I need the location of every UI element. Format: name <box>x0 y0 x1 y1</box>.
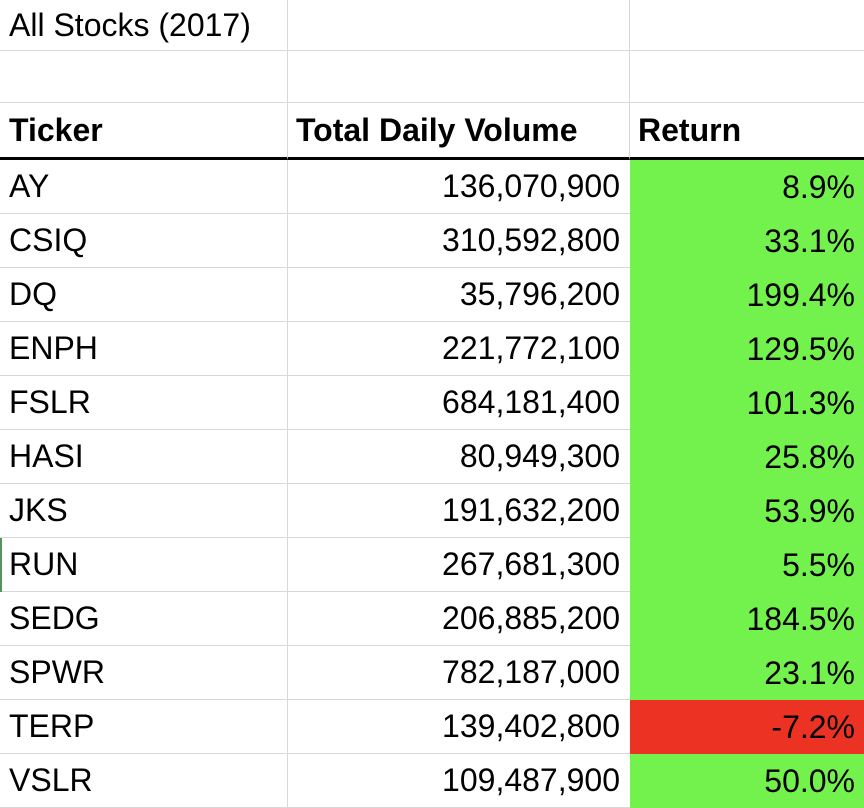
empty-cell[interactable] <box>630 0 864 51</box>
header-return[interactable]: Return <box>630 103 864 160</box>
return-cell[interactable]: 129.5% <box>630 322 864 376</box>
volume-cell[interactable]: 191,632,200 <box>288 484 630 538</box>
table-row: SPWR 782,187,000 23.1% <box>0 646 864 700</box>
table-row: VSLR 109,487,900 50.0% <box>0 754 864 808</box>
return-cell[interactable]: 8.9% <box>630 160 864 214</box>
table-row: TERP 139,402,800 -7.2% <box>0 700 864 754</box>
ticker-cell[interactable]: RUN <box>0 538 288 592</box>
ticker-cell[interactable]: AY <box>0 160 288 214</box>
table-row: AY 136,070,900 8.9% <box>0 160 864 214</box>
table-row: SEDG 206,885,200 184.5% <box>0 592 864 646</box>
header-volume[interactable]: Total Daily Volume <box>288 103 630 160</box>
volume-cell[interactable]: 782,187,000 <box>288 646 630 700</box>
return-cell[interactable]: 5.5% <box>630 538 864 592</box>
ticker-cell[interactable]: HASI <box>0 430 288 484</box>
return-cell[interactable]: 53.9% <box>630 484 864 538</box>
empty-cell[interactable] <box>0 51 288 103</box>
volume-cell[interactable]: 310,592,800 <box>288 214 630 268</box>
title-row: All Stocks (2017) <box>0 0 864 51</box>
ticker-cell[interactable]: TERP <box>0 700 288 754</box>
volume-cell[interactable]: 267,681,300 <box>288 538 630 592</box>
ticker-cell[interactable]: JKS <box>0 484 288 538</box>
table-row: CSIQ 310,592,800 33.1% <box>0 214 864 268</box>
return-cell[interactable]: 101.3% <box>630 376 864 430</box>
table-row: JKS 191,632,200 53.9% <box>0 484 864 538</box>
ticker-cell[interactable]: DQ <box>0 268 288 322</box>
return-cell[interactable]: 199.4% <box>630 268 864 322</box>
return-cell[interactable]: 184.5% <box>630 592 864 646</box>
volume-cell[interactable]: 136,070,900 <box>288 160 630 214</box>
volume-cell[interactable]: 109,487,900 <box>288 754 630 808</box>
return-cell[interactable]: 23.1% <box>630 646 864 700</box>
return-cell[interactable]: -7.2% <box>630 700 864 754</box>
ticker-cell[interactable]: FSLR <box>0 376 288 430</box>
empty-cell[interactable] <box>630 51 864 103</box>
volume-cell[interactable]: 80,949,300 <box>288 430 630 484</box>
empty-cell[interactable] <box>288 51 630 103</box>
ticker-cell[interactable]: VSLR <box>0 754 288 808</box>
ticker-cell[interactable]: SPWR <box>0 646 288 700</box>
volume-cell[interactable]: 206,885,200 <box>288 592 630 646</box>
spacer-row <box>0 51 864 103</box>
return-cell[interactable]: 33.1% <box>630 214 864 268</box>
header-ticker[interactable]: Ticker <box>0 103 288 160</box>
table-row: FSLR 684,181,400 101.3% <box>0 376 864 430</box>
return-cell[interactable]: 25.8% <box>630 430 864 484</box>
return-cell[interactable]: 50.0% <box>630 754 864 808</box>
volume-cell[interactable]: 684,181,400 <box>288 376 630 430</box>
volume-cell[interactable]: 221,772,100 <box>288 322 630 376</box>
ticker-cell[interactable]: CSIQ <box>0 214 288 268</box>
ticker-cell[interactable]: SEDG <box>0 592 288 646</box>
row-selection-marker <box>0 538 2 592</box>
table-row: HASI 80,949,300 25.8% <box>0 430 864 484</box>
volume-cell[interactable]: 35,796,200 <box>288 268 630 322</box>
table-row: ENPH 221,772,100 129.5% <box>0 322 864 376</box>
volume-cell[interactable]: 139,402,800 <box>288 700 630 754</box>
table-row: RUN 267,681,300 5.5% <box>0 538 864 592</box>
ticker-cell[interactable]: ENPH <box>0 322 288 376</box>
sheet-title-cell[interactable]: All Stocks (2017) <box>0 0 288 51</box>
empty-cell[interactable] <box>288 0 630 51</box>
table-row: DQ 35,796,200 199.4% <box>0 268 864 322</box>
header-row: Ticker Total Daily Volume Return <box>0 103 864 160</box>
